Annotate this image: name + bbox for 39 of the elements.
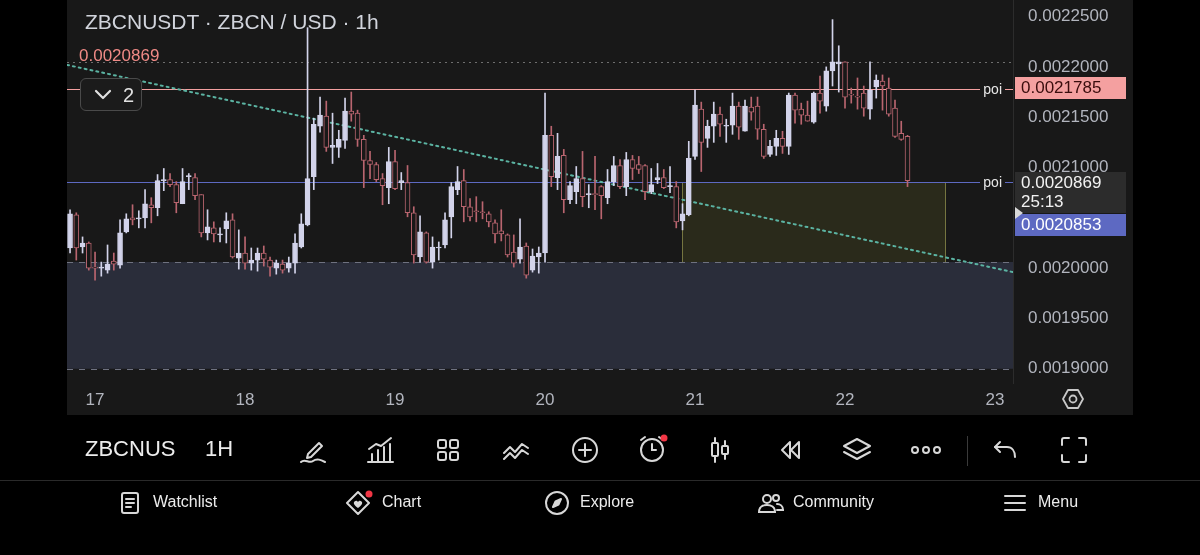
x-tick-label: 23 xyxy=(985,389,1005,409)
text: 1H xyxy=(205,436,234,462)
annotation: 0.0020869 xyxy=(79,46,160,66)
candlestick xyxy=(92,251,98,281)
text: 0.0020853 xyxy=(1015,214,1126,236)
text: ZBCNUS xyxy=(85,436,176,462)
text: 25:13 xyxy=(1021,192,1065,211)
y-tick-label: 0.0022000 xyxy=(1028,56,1109,76)
ref-line-label: poi xyxy=(980,79,1005,98)
text: Menu xyxy=(1038,493,1079,511)
ref-line-label: poi xyxy=(980,173,1005,192)
annotation: 2 xyxy=(123,84,135,107)
candlestick xyxy=(148,197,155,224)
text: ZBCNUSDT · ZBCN / USD · 1h xyxy=(85,10,379,34)
x-tick-label: 22 xyxy=(835,389,855,409)
candlestick xyxy=(135,210,142,229)
candlestick xyxy=(367,151,373,179)
y-tick-label: 0.0020000 xyxy=(1028,257,1109,277)
collapse-button: 2 xyxy=(80,78,142,111)
y-tick-label: 0.0019000 xyxy=(1028,358,1109,378)
candlestick xyxy=(848,87,855,104)
candlestick xyxy=(723,118,730,143)
x-tick-label: 19 xyxy=(385,389,405,409)
candlestick xyxy=(817,75,823,114)
x-tick-label: 20 xyxy=(535,389,555,409)
text: Explore xyxy=(580,493,635,511)
y-tick-label: 0.0019500 xyxy=(1028,308,1109,328)
x-tick-label: 18 xyxy=(235,389,255,409)
candlestick xyxy=(217,227,223,243)
text: 0.0021785 xyxy=(1015,77,1126,99)
y-tick-label: 0.0022500 xyxy=(1028,6,1109,26)
text: Community xyxy=(793,493,874,511)
x-tick-label: 17 xyxy=(85,389,105,409)
candlestick xyxy=(398,172,405,190)
x-tick-label: 21 xyxy=(685,389,705,409)
y-tick-label: 0.0021500 xyxy=(1028,106,1109,126)
text: Watchlist xyxy=(153,493,218,511)
candlestick xyxy=(473,196,480,223)
text: Chart xyxy=(382,493,422,511)
